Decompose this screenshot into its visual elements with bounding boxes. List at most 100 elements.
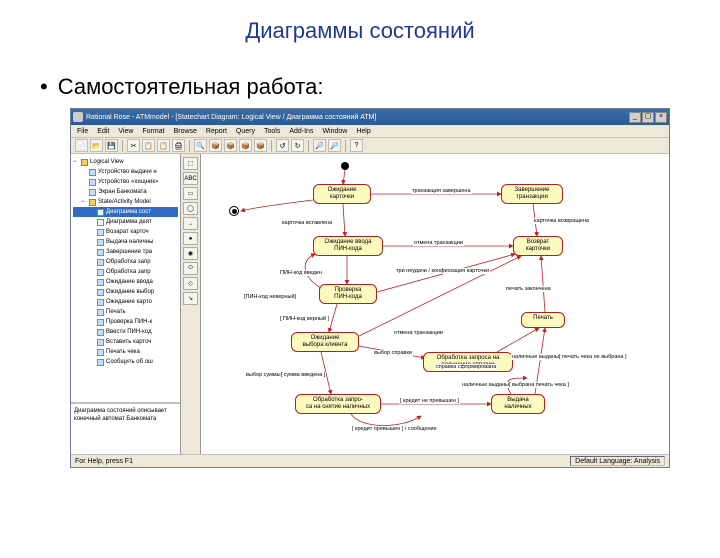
toolbar-button[interactable]: ↻ <box>291 139 304 152</box>
palette-button[interactable]: → <box>183 217 198 230</box>
menu-view[interactable]: View <box>118 128 133 135</box>
tree-item[interactable]: Обработка запр <box>73 267 178 277</box>
final-state[interactable] <box>229 206 239 216</box>
tree-item[interactable]: Обработка запр <box>73 257 178 267</box>
tree-item[interactable]: Устройство выдачи н <box>73 167 178 177</box>
tree-item[interactable]: Завершение тра <box>73 247 178 257</box>
toolbar-button[interactable]: 📦 <box>224 139 237 152</box>
toolbar-button[interactable]: 📦 <box>239 139 252 152</box>
palette-button[interactable]: ⬚ <box>183 157 198 170</box>
tree-item[interactable]: Ввести ПИН-код <box>73 327 178 337</box>
menu-edit[interactable]: Edit <box>97 128 109 135</box>
pkg-icon <box>89 199 96 206</box>
palette-button[interactable]: ◯ <box>183 202 198 215</box>
palette: ⬚ ABC ▭ ◯ → ● ◉ ⬭ ◇ ↘ <box>181 154 201 454</box>
toolbar-button[interactable]: 🔎 <box>313 139 326 152</box>
menu-browse[interactable]: Browse <box>174 128 197 135</box>
transition-edge[interactable] <box>329 304 337 332</box>
edge-label: транзакция завершена <box>411 188 472 194</box>
state-node[interactable]: Выдачаналичных <box>491 394 545 414</box>
transition-edge[interactable] <box>497 328 539 352</box>
palette-button[interactable]: ▭ <box>183 187 198 200</box>
tree-item[interactable]: Ожидание ввода <box>73 277 178 287</box>
tree-item[interactable]: Вставить карточ <box>73 337 178 347</box>
toolbar-button[interactable]: ✂ <box>127 139 140 152</box>
menu-format[interactable]: Format <box>142 128 164 135</box>
tree-item-label: State/Activity Model <box>98 197 151 207</box>
palette-button[interactable]: ↘ <box>183 292 198 305</box>
toolbar-button[interactable]: 🔍 <box>194 139 207 152</box>
doc-pane[interactable]: Диаграмма состояний описывает конечный а… <box>71 404 180 454</box>
tree-item[interactable]: Печать <box>73 307 178 317</box>
palette-button[interactable]: ◇ <box>183 277 198 290</box>
toolbar-button[interactable]: 📄 <box>75 139 88 152</box>
initial-state[interactable] <box>341 162 349 170</box>
state-node[interactable]: Ожиданиекарточки <box>313 184 371 204</box>
edge-label: отмена транзакции <box>413 240 464 246</box>
state-node[interactable]: Возвраткарточки <box>513 236 563 256</box>
maximize-button[interactable]: ▢ <box>642 112 654 123</box>
state-node[interactable]: Ожидание вводаПИН-кода <box>313 236 383 256</box>
tree-item[interactable]: − State/Activity Model <box>73 197 178 207</box>
diagram-canvas[interactable]: Ожиданиекарточки Завершениетранзакции Ожид… <box>201 154 669 454</box>
transition-edge[interactable] <box>351 414 421 426</box>
menu-help[interactable]: Help <box>356 128 370 135</box>
menu-add-ins[interactable]: Add-Ins <box>289 128 313 135</box>
tree-item[interactable]: Устройство «хищник» <box>73 177 178 187</box>
menu-file[interactable]: File <box>77 128 88 135</box>
tree-item[interactable]: Диаграмма деят <box>73 217 178 227</box>
tree-item[interactable]: Ожидание выбор <box>73 287 178 297</box>
toolbar-button[interactable]: 📋 <box>142 139 155 152</box>
menu-tools[interactable]: Tools <box>264 128 280 135</box>
tree-expand-icon[interactable]: − <box>81 197 87 207</box>
toolbar-button[interactable]: 📋 <box>157 139 170 152</box>
toolbar-button[interactable]: 🖨 <box>172 139 185 152</box>
toolbar-button[interactable]: ? <box>350 139 363 152</box>
cls-icon <box>89 189 96 196</box>
tree-item-label: Диаграмма деят <box>106 217 152 227</box>
transition-edge[interactable] <box>343 204 345 236</box>
tree-item[interactable]: Печать чека <box>73 347 178 357</box>
transition-edge[interactable] <box>241 200 313 211</box>
slide-title: Диаграммы состояний <box>0 18 720 44</box>
minimize-button[interactable]: _ <box>629 112 641 123</box>
transition-edge[interactable] <box>541 256 545 312</box>
tree-item[interactable]: Сообщить об ош <box>73 357 178 367</box>
palette-button[interactable]: ⬭ <box>183 262 198 275</box>
toolbar-button[interactable]: ↺ <box>276 139 289 152</box>
tree-pane[interactable]: −Logical ViewУстройство выдачи нУстройст… <box>71 154 180 404</box>
tree-item[interactable]: Экран Банкомата <box>73 187 178 197</box>
palette-button[interactable]: ◉ <box>183 247 198 260</box>
tree-item[interactable]: Возарат карточ <box>73 227 178 237</box>
cls-icon <box>97 269 104 276</box>
toolbar-button[interactable]: 🔎 <box>328 139 341 152</box>
tree-item-label: Возарат карточ <box>106 227 149 237</box>
toolbar-button[interactable]: 📦 <box>254 139 267 152</box>
tree-expand-icon[interactable]: − <box>73 157 79 167</box>
cls-icon <box>97 289 104 296</box>
cls-icon <box>97 279 104 286</box>
menu-query[interactable]: Query <box>236 128 255 135</box>
state-node[interactable]: ПроверкаПИН-кода <box>319 284 377 304</box>
close-button[interactable]: × <box>655 112 667 123</box>
state-node[interactable]: Завершениетранзакции <box>501 184 563 204</box>
tree-item[interactable]: −Logical View <box>73 157 178 167</box>
tree-item-label: Ожидание выбор <box>106 287 154 297</box>
menu-report[interactable]: Report <box>206 128 227 135</box>
tree-item-label: Печать чека <box>106 347 140 357</box>
state-node[interactable]: Печать <box>521 312 565 328</box>
palette-button[interactable]: ABC <box>183 172 198 185</box>
transition-edge[interactable] <box>343 170 345 184</box>
state-node[interactable]: Обработка запро-са на снятие наличных <box>295 394 381 414</box>
tree-item[interactable]: Выдача наличны <box>73 237 178 247</box>
toolbar-button[interactable]: 💾 <box>105 139 118 152</box>
state-node[interactable]: Ожиданиевыбора клиента <box>291 332 359 352</box>
palette-button[interactable]: ● <box>183 232 198 245</box>
tree-item[interactable]: Ожидание карто <box>73 297 178 307</box>
toolbar-button[interactable]: 📂 <box>90 139 103 152</box>
menu-window[interactable]: Window <box>322 128 347 135</box>
toolbar-button[interactable]: 📦 <box>209 139 222 152</box>
tree-item[interactable]: Диаграмма сост <box>73 207 178 217</box>
app-icon <box>73 112 83 122</box>
tree-item[interactable]: Проверка ПИН-к <box>73 317 178 327</box>
